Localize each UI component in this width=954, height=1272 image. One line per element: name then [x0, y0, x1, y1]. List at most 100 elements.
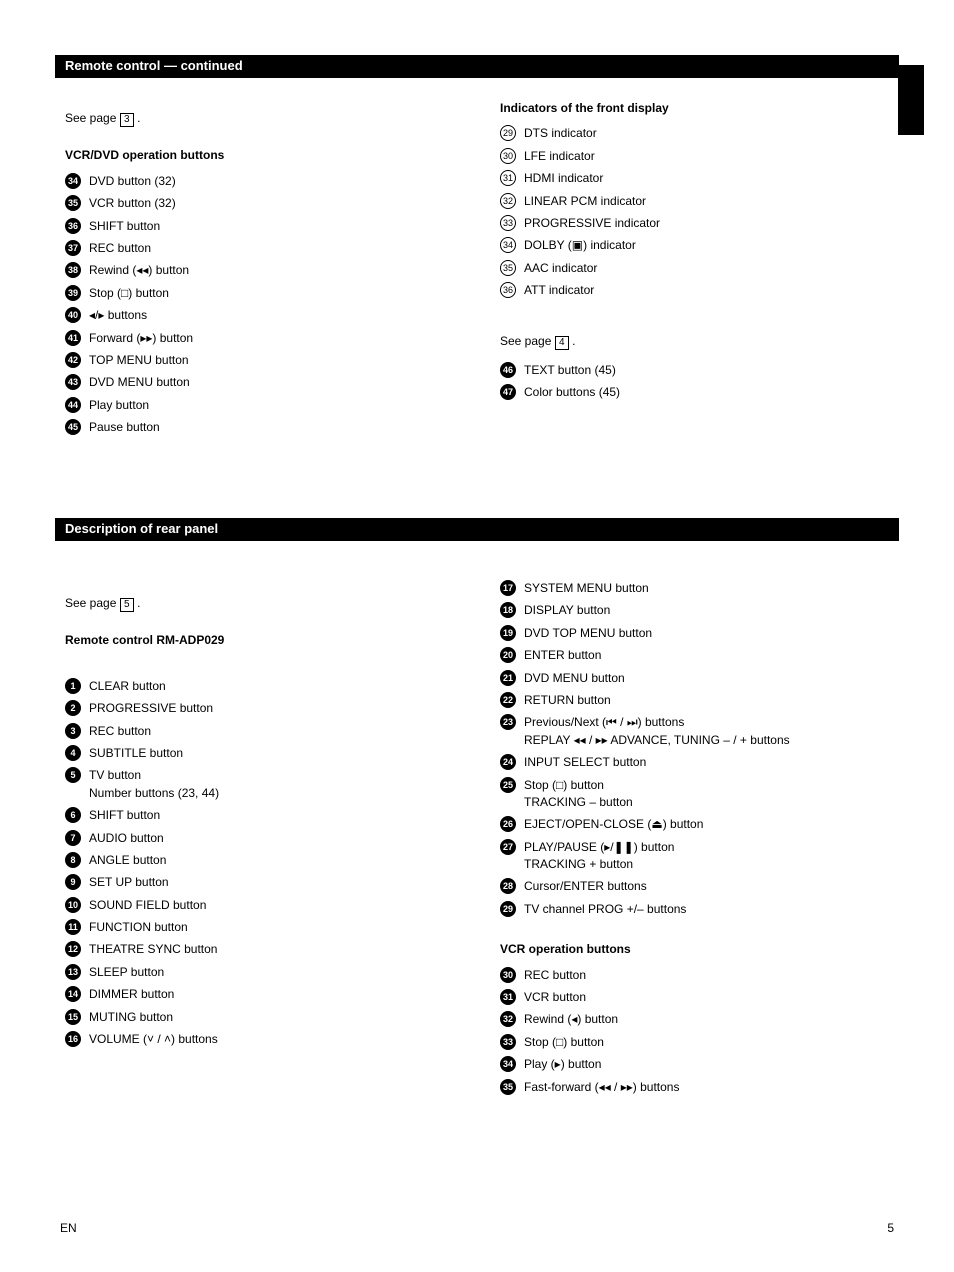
- list-item: 35 Fast-forward (◂◂ / ▸▸) buttons: [500, 1079, 880, 1096]
- list-item-number: 2: [65, 700, 89, 716]
- list-item: 7AUDIO button: [65, 830, 475, 847]
- see-page4-heading: See page 4 .: [500, 333, 880, 350]
- list-item: 31VCR button: [500, 989, 880, 1006]
- list-item-extra: TRACKING – button: [524, 794, 880, 811]
- list-item-number: 45: [65, 419, 89, 435]
- list-item-label: SHIFT button: [89, 807, 475, 824]
- list-item-number: 3: [65, 723, 89, 739]
- section-bar-remote: Remote control — continued: [55, 55, 899, 78]
- list-item-number: 35: [500, 260, 524, 276]
- list-item-label: ◂/▸ buttons: [89, 307, 475, 324]
- solid-num-17: 17: [500, 580, 516, 596]
- solid-num-42: 42: [65, 352, 81, 368]
- list-item: 27PLAY/PAUSE (▸/❚❚) buttonTRACKING + but…: [500, 839, 880, 874]
- list-item-number: 34: [500, 1056, 524, 1072]
- list-item-label: Forward (▸▸) button: [89, 330, 475, 347]
- solid-num-25: 25: [500, 777, 516, 793]
- list-item-label: INPUT SELECT button: [524, 754, 880, 771]
- solid-num-9: 9: [65, 874, 81, 890]
- list-item-number: 12: [65, 941, 89, 957]
- list-item-label: Fast-forward (◂◂ / ▸▸) buttons: [524, 1079, 880, 1096]
- list-item: 15MUTING button: [65, 1009, 475, 1026]
- list-item-label: LINEAR PCM indicator: [524, 193, 880, 210]
- list-item: 38Rewind (◂◂) button: [65, 262, 475, 279]
- period2: .: [572, 334, 575, 348]
- footer-section: EN: [60, 1220, 77, 1237]
- list-item-label: Play (▸) button: [524, 1056, 880, 1073]
- solid-num-35: 35: [500, 1079, 516, 1095]
- list-item-number: 9: [65, 874, 89, 890]
- list-item: 1CLEAR button: [65, 678, 475, 695]
- list-item: 2PROGRESSIVE button: [65, 700, 475, 717]
- list-item-label: Cursor/ENTER buttons: [524, 878, 880, 895]
- solid-num-36: 36: [65, 218, 81, 234]
- hollow-num-34: 34: [500, 237, 516, 253]
- list-item-label: AUDIO button: [89, 830, 475, 847]
- solid-num-3: 3: [65, 723, 81, 739]
- solid-num-5: 5: [65, 767, 81, 783]
- list-item: 34DOLBY (▣) indicator: [500, 237, 880, 254]
- list-item: 11FUNCTION button: [65, 919, 475, 936]
- list-item: 30REC button: [500, 967, 880, 984]
- list-item-label: EJECT/OPEN-CLOSE (⏏) button: [524, 816, 880, 833]
- list-item-label: DVD MENU button: [89, 374, 475, 391]
- list-item-label: PROGRESSIVE button: [89, 700, 475, 717]
- list-item: 47Color buttons (45): [500, 384, 880, 401]
- list-item: 36ATT indicator: [500, 282, 880, 299]
- list-item-label: SOUND FIELD button: [89, 897, 475, 914]
- list-item-number: 21: [500, 670, 524, 686]
- list-item: 37REC button: [65, 240, 475, 257]
- list-item-label: Color buttons (45): [524, 384, 880, 401]
- list-item-label: SYSTEM MENU button: [524, 580, 880, 597]
- list-item: 3REC button: [65, 723, 475, 740]
- solid-num-34: 34: [65, 173, 81, 189]
- list-item-label: TOP MENU button: [89, 352, 475, 369]
- list-item-number: 36: [65, 218, 89, 234]
- list-item: 10 SOUND FIELD button: [65, 897, 475, 914]
- list-item-number: 19: [500, 625, 524, 641]
- list-item-label: TEXT button (45): [524, 362, 880, 379]
- list-item: 32Rewind (◂) button: [500, 1011, 880, 1028]
- solid-num-6: 6: [65, 807, 81, 823]
- list-item-label: DVD button (32): [89, 173, 475, 190]
- list-item-number: 8: [65, 852, 89, 868]
- list-item-number: 23: [500, 714, 524, 730]
- solid-num-19: 19: [500, 625, 516, 641]
- list-item-label: DVD MENU button: [524, 670, 880, 687]
- list-item-label: Previous/Next (⏮ / ⏭) buttonsREPLAY ◂◂ /…: [524, 714, 880, 749]
- solid-num-15: 15: [65, 1009, 81, 1025]
- solid-num-33: 33: [500, 1034, 516, 1050]
- solid-num-44: 44: [65, 397, 81, 413]
- period: .: [137, 111, 140, 125]
- list-item-number: 31: [500, 989, 524, 1005]
- solid-num-26: 26: [500, 816, 516, 832]
- footer-page: 5: [887, 1220, 894, 1237]
- list-item-number: 34: [65, 173, 89, 189]
- list-item-number: 40: [65, 307, 89, 323]
- list-item: 42 TOP MENU button: [65, 352, 475, 369]
- list-item-label: AAC indicator: [524, 260, 880, 277]
- list-item-number: 42: [65, 352, 89, 368]
- list-item-number: 46: [500, 362, 524, 378]
- solid-num-12: 12: [65, 941, 81, 957]
- solid-num-22: 22: [500, 692, 516, 708]
- list-item-number: 7: [65, 830, 89, 846]
- list-item-number: 33: [500, 1034, 524, 1050]
- solid-num-20: 20: [500, 647, 516, 663]
- list-item-label: THEATRE SYNC button: [89, 941, 475, 958]
- list-item: 35AAC indicator: [500, 260, 880, 277]
- solid-num-1: 1: [65, 678, 81, 694]
- solid-num-31: 31: [500, 989, 516, 1005]
- see-page-prefix: See page: [65, 111, 120, 125]
- solid-num-16: 16: [65, 1031, 81, 1047]
- list-item-label: Stop (□) button: [524, 1034, 880, 1051]
- list-item-number: 6: [65, 807, 89, 823]
- list-item-number: 18: [500, 602, 524, 618]
- list-item-label: Stop (□) buttonTRACKING – button: [524, 777, 880, 812]
- solid-num-10: 10: [65, 897, 81, 913]
- list-item-extra: Number buttons (23, 44): [89, 785, 475, 802]
- list-item-number: 1: [65, 678, 89, 694]
- list-item: 6 SHIFT button: [65, 807, 475, 824]
- list-item: 23Previous/Next (⏮ / ⏭) buttonsREPLAY ◂◂…: [500, 714, 880, 749]
- list-item: 46TEXT button (45): [500, 362, 880, 379]
